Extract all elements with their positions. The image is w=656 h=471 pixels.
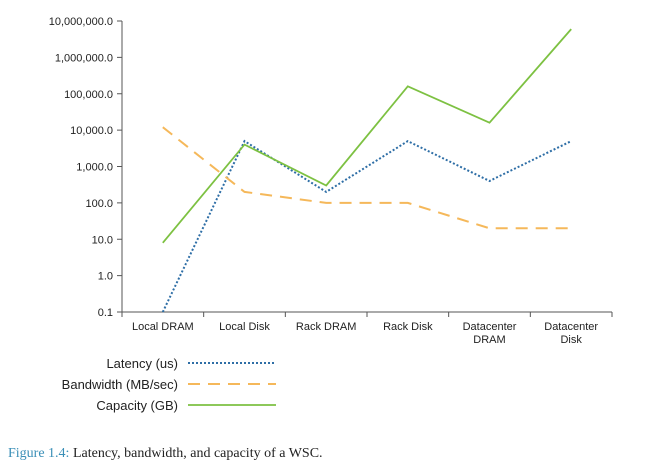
y-tick-label: 100,000.0 <box>64 89 113 101</box>
y-tick-label: 0.1 <box>98 307 113 319</box>
x-tick-label: Rack DRAM <box>296 321 357 333</box>
x-tick-label: Datacenter <box>544 321 598 333</box>
legend-label-0: Latency (us) <box>106 356 178 371</box>
y-tick-label: 1,000,000.0 <box>55 52 113 64</box>
legend: Latency (us) Bandwidth (MB/sec) Capacity (… <box>62 356 276 413</box>
x-tick-label: Local Disk <box>219 321 270 333</box>
y-tick-label: 1,000.0 <box>76 162 113 174</box>
legend-label-2: Capacity (GB) <box>96 398 178 413</box>
figure-number: Figure 1.4: <box>8 446 70 461</box>
caption-text: Latency, bandwidth, and capacity of a WS… <box>69 446 323 461</box>
x-tick-label: Disk <box>560 334 582 346</box>
legend-label-1: Bandwidth (MB/sec) <box>62 377 178 392</box>
x-tick-label: Datacenter <box>463 321 517 333</box>
series-line-0 <box>161 139 572 313</box>
y-tick-label: 10,000,000.0 <box>49 16 113 28</box>
x-tick-label: DRAM <box>473 334 505 346</box>
figure-caption: Figure 1.4: Latency, bandwidth, and capa… <box>8 446 323 462</box>
x-tick-label: Local DRAM <box>132 321 194 333</box>
series-line-2 <box>162 28 572 244</box>
y-tick-label: 10.0 <box>92 234 113 246</box>
x-tick-label: Rack Disk <box>383 321 433 333</box>
y-tick-label: 10,000.0 <box>70 125 113 137</box>
series-lines <box>161 28 572 313</box>
series-line-1 <box>162 126 572 230</box>
y-axis-ticks: 0.1 1.0 10.0 100.0 1,000.0 10,000.0 100,000.0 1… <box>49 16 122 319</box>
y-tick-label: 100.0 <box>85 198 113 210</box>
chart: 0.1 1.0 10.0 100.0 1,000.0 10,000.0 100,000.0 1… <box>49 16 613 413</box>
x-axis-ticks: Local DRAM Local Disk Rack DRAM Rack Disk Da… <box>121 312 613 346</box>
y-tick-label: 1.0 <box>98 271 113 283</box>
